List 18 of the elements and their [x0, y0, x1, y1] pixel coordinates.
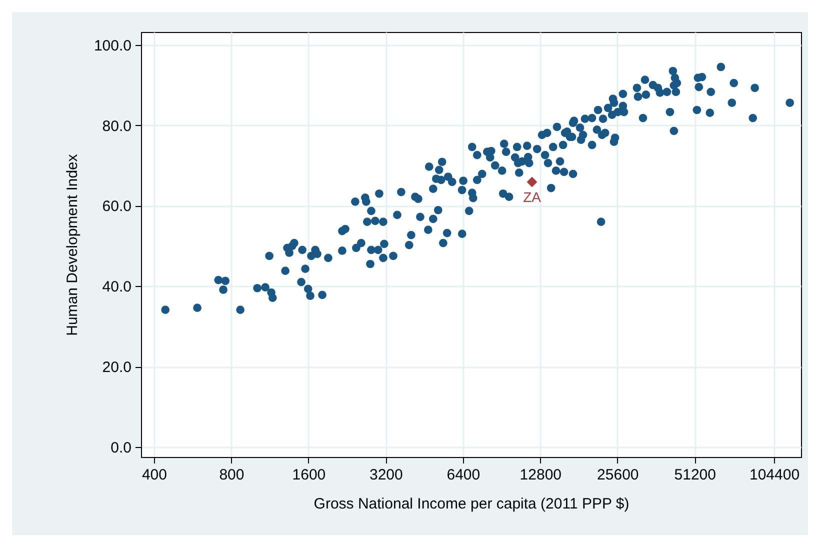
y-tick-label: 20.0 [102, 359, 132, 376]
x-tick-label: 6400 [446, 466, 480, 484]
x-tick-label: 800 [219, 466, 244, 484]
y-tick-label: 100.0 [94, 37, 132, 54]
x-tick-label: 25600 [597, 466, 639, 484]
x-tick-label: 400 [142, 466, 167, 484]
x-tick-label: 1600 [292, 466, 326, 484]
x-tick-label: 51200 [674, 466, 716, 484]
y-tick-label: 60.0 [102, 198, 132, 216]
y-tick-label: 40.0 [102, 278, 132, 296]
x-tick-label: 3200 [370, 466, 403, 484]
series-label: ZA [523, 188, 542, 205]
x-axis-title: Gross National Income per capita (2011 PPP $) [314, 496, 630, 512]
x-tick-label: 12800 [520, 466, 562, 484]
y-tick-label: 0.0 [110, 439, 132, 456]
y-axis-title: Human Development Index [64, 154, 81, 336]
x-tick-label: 104400 [749, 466, 800, 484]
y-tick-label: 80.0 [102, 118, 132, 135]
